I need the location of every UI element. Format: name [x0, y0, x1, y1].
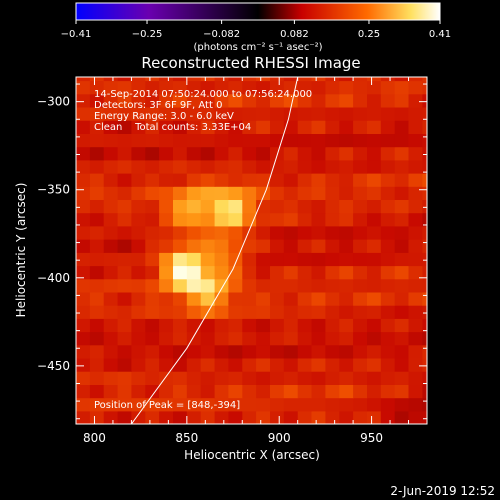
colorbar-tick-label: −0.25 — [132, 29, 163, 40]
y-tick-label: −400 — [37, 271, 70, 285]
y-tick-label: −350 — [37, 183, 70, 197]
heatmap-image — [76, 77, 427, 424]
colorbar-tick-label: 0.41 — [429, 29, 451, 40]
colorbar-tick-label: 0.25 — [358, 29, 380, 40]
annotation-energy-range: Energy Range: 3.0 - 6.0 keV — [94, 111, 234, 122]
chart-title: Reconstructed RHESSI Image — [141, 54, 360, 72]
x-axis-label: Heliocentric X (arcsec) — [184, 448, 320, 462]
colorbar-tick-label: 0.082 — [280, 29, 309, 40]
solar-limb-line — [130, 77, 299, 424]
colorbar-unit-label: (photons cm⁻² s⁻¹ asec⁻²) — [193, 42, 322, 53]
x-tick-label: 800 — [83, 431, 106, 445]
colorbar-tick-label: −0.082 — [203, 29, 240, 40]
footer-date: 2-Jun-2019 12:52 — [390, 484, 495, 498]
colorbar-tick-label: −0.41 — [61, 29, 92, 40]
colorbar-tick-labels: −0.41 −0.25 −0.082 0.082 0.25 0.41 — [61, 29, 451, 40]
colorbar — [75, 2, 441, 21]
x-tick-label: 950 — [360, 431, 383, 445]
annotation-counts: Clean Total counts: 3.33E+04 — [94, 122, 251, 133]
peak-position-label: Position of Peak = [848,-394] — [94, 400, 240, 411]
plot-frame — [75, 76, 428, 425]
y-axis-label: Heliocentric Y (arcsec) — [14, 183, 28, 318]
y-tick-label: −450 — [37, 359, 70, 373]
x-tick-label: 900 — [268, 431, 291, 445]
x-tick-label: 850 — [175, 431, 198, 445]
axes: 800 850 900 950 −300 −350 −400 −450 — [37, 77, 427, 445]
annotation-time-range: 14-Sep-2014 07:50:24.000 to 07:56:24.000 — [94, 89, 312, 100]
annotation-detectors: Detectors: 3F 6F 9F, Att 0 — [94, 100, 222, 111]
colorbar-ticks — [75, 20, 441, 24]
y-tick-label: −300 — [37, 95, 70, 109]
